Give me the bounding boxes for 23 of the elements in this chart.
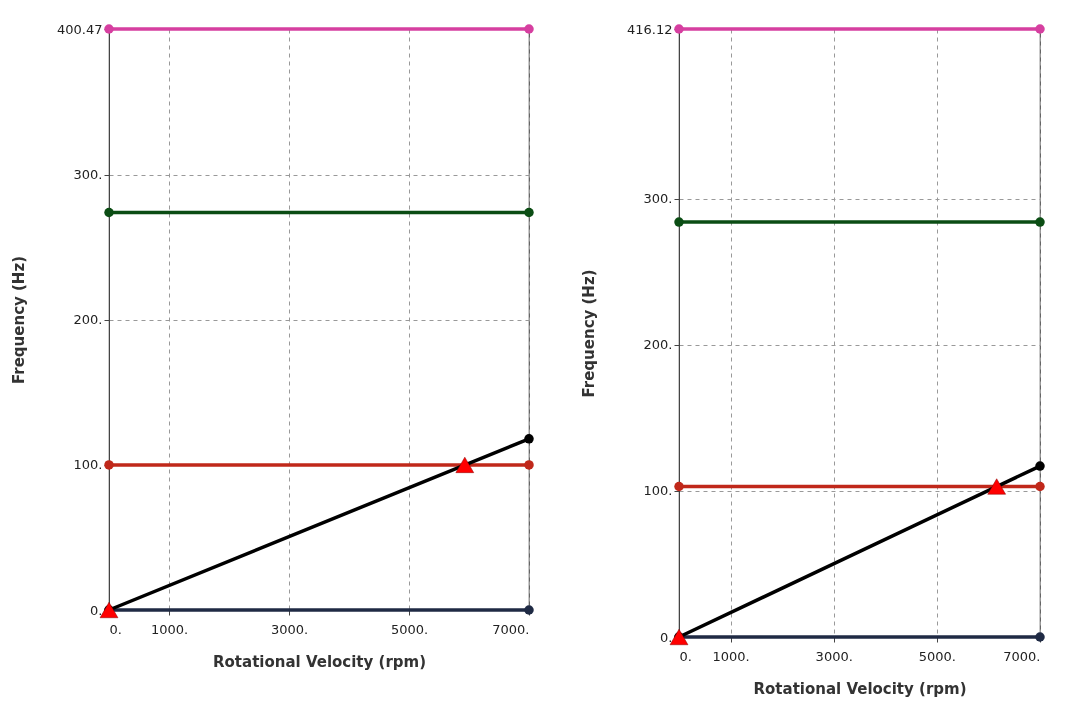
y-tick-label: 200. [73,312,103,328]
x-tick-label: 0. [109,621,122,637]
x-tick-label: 0. [679,648,692,664]
y-tick-label: 100. [643,483,673,499]
y-axis-title: Frequency (Hz) [580,269,599,398]
y-tick-label: 0. [90,602,103,618]
x-tick-label: 7000. [1003,648,1041,664]
x-tick-label: 5000. [918,648,956,664]
x-tick-label: 7000. [492,621,530,637]
x-tick-label: 5000. [390,621,429,637]
x-axis-title: Rotational Velocity (rpm) [753,679,967,698]
x-tick-label: 3000. [270,621,309,637]
y-tick-label: 400.47 [57,21,103,37]
x-tick-label: 3000. [815,648,853,664]
x-tick-label: 1000. [712,648,750,664]
y-axis-title: Frequency (Hz) [10,255,29,385]
x-axis-title: Rotational Velocity (rpm) [212,652,427,671]
y-tick-label: 300. [73,167,103,183]
y-tick-label: 100. [73,457,103,473]
x-tick-label: 1000. [150,621,189,637]
y-tick-label: 416.12 [627,21,673,37]
y-tick-label: 300. [643,191,673,207]
y-tick-label: 200. [643,337,673,353]
